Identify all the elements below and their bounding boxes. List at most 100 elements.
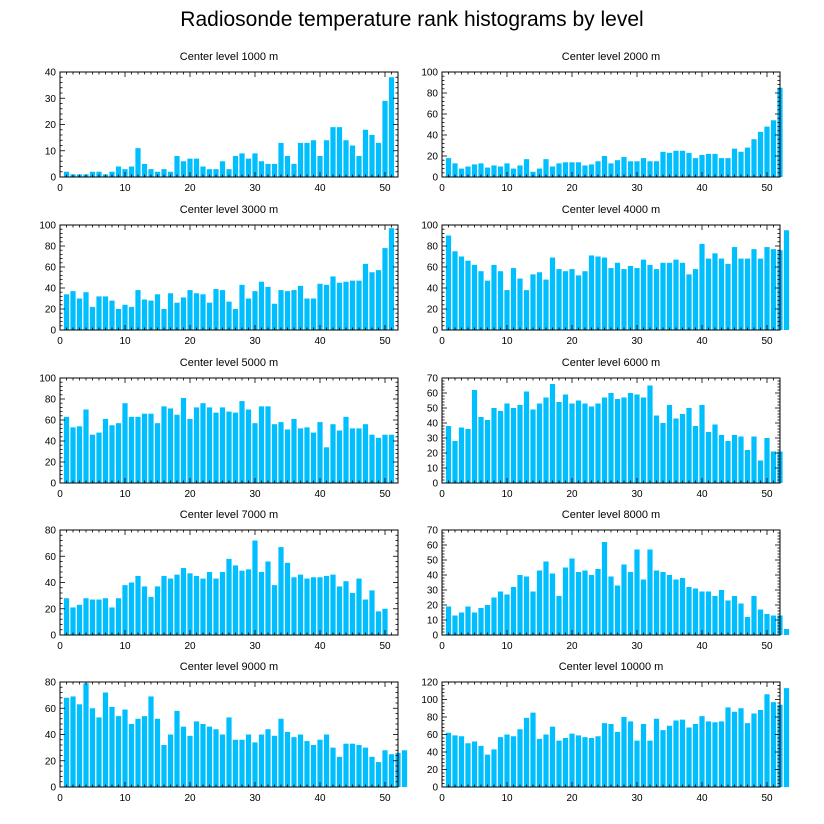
histogram-bar <box>517 729 523 787</box>
histogram-bar <box>666 262 673 330</box>
y-tick-label: 60 <box>427 541 439 552</box>
histogram-bar <box>200 294 206 330</box>
y-tick-label: 10 <box>427 616 439 627</box>
histogram-bar <box>388 77 395 177</box>
histogram-panel: Center level 7000 m 0 10 20 30 40 50 0 20 40 60 80 <box>45 509 399 652</box>
histogram-bar <box>148 300 154 330</box>
y-tick-label: 60 <box>45 416 57 427</box>
x-tick-label: 20 <box>566 336 578 347</box>
histogram-bar <box>180 568 187 635</box>
histogram-bar <box>751 139 757 177</box>
histogram-bar <box>304 427 310 483</box>
histogram-bar <box>349 593 356 635</box>
histogram-bar <box>562 567 569 635</box>
histogram-bar <box>478 608 484 635</box>
histogram-bar <box>608 576 614 635</box>
x-tick-label: 40 <box>314 641 326 652</box>
histogram-bar <box>122 304 128 330</box>
histogram-bar <box>647 740 653 788</box>
histogram-bar <box>102 692 109 787</box>
histogram-bar <box>161 575 167 635</box>
histogram-bar <box>252 540 258 635</box>
histogram-bar <box>614 399 621 483</box>
histogram-bar <box>536 570 543 635</box>
histogram-bar <box>63 598 70 635</box>
histogram-bar <box>764 438 770 483</box>
histogram-bar <box>582 403 588 483</box>
histogram-bar <box>375 611 382 636</box>
histogram-bar <box>640 397 647 483</box>
histogram-bar <box>382 434 388 483</box>
histogram-bar <box>536 272 543 330</box>
histogram-bar <box>673 720 679 787</box>
histogram-bar <box>484 280 491 330</box>
x-tick-label: 20 <box>184 793 196 804</box>
histogram-bar <box>686 274 692 330</box>
x-tick-label: 10 <box>501 641 513 652</box>
histogram-bar <box>265 561 271 635</box>
histogram-bar <box>751 249 757 330</box>
histogram-bar <box>323 284 330 330</box>
y-tick-label: 30 <box>45 94 57 105</box>
y-tick-label: 20 <box>427 305 439 316</box>
histogram-bar <box>135 416 141 483</box>
histogram-bar <box>271 303 278 330</box>
histogram-bar <box>556 163 562 177</box>
histogram-bar <box>388 754 395 787</box>
x-tick-label: 0 <box>57 183 63 194</box>
histogram-bar <box>206 572 213 635</box>
histogram-bar <box>497 411 504 483</box>
histogram-bar <box>96 432 102 483</box>
histogram-panel: Center level 2000 m 0 10 20 30 40 50 0 20 40 60 80 1… <box>421 51 783 194</box>
histogram-bar <box>471 612 478 635</box>
histogram-bar <box>653 718 660 787</box>
histogram-bar <box>258 734 265 787</box>
histogram-bar <box>452 163 458 177</box>
histogram-bar <box>252 291 258 330</box>
histogram-bar <box>705 721 712 788</box>
histogram-bar <box>556 402 562 483</box>
histogram-panel: Center level 10000 m 0 10 20 30 40 50 0 20 40 60 80… <box>421 661 790 804</box>
histogram-bar <box>375 270 382 330</box>
y-tick-label: 40 <box>45 284 57 295</box>
histogram-bar <box>452 615 458 635</box>
histogram-bar <box>154 171 161 177</box>
histogram-bar <box>193 575 200 635</box>
histogram-bar <box>284 291 291 330</box>
histogram-bar <box>484 605 491 635</box>
histogram-bar <box>549 726 556 788</box>
histogram-bar <box>640 579 647 635</box>
histogram-bar <box>478 745 484 788</box>
x-tick-label: 50 <box>379 641 391 652</box>
histogram-bar <box>122 403 128 483</box>
histogram-bar <box>310 140 317 177</box>
histogram-bar <box>219 290 226 330</box>
histogram-bar <box>135 718 141 787</box>
histogram-bar <box>562 394 569 483</box>
x-tick-label: 40 <box>696 336 708 347</box>
histogram-bar <box>245 298 252 330</box>
histogram-bar <box>491 597 497 635</box>
histogram-bar <box>673 418 679 483</box>
x-tick-label: 0 <box>57 793 63 804</box>
histogram-bar <box>699 243 705 330</box>
histogram-bar <box>614 585 621 635</box>
figure-title: Radiosonde temperature rank histograms b… <box>180 8 644 31</box>
histogram-bar <box>751 436 757 483</box>
histogram-bar <box>258 161 265 177</box>
histogram-bar <box>161 406 167 483</box>
histogram-bar <box>712 722 718 787</box>
histogram-bar <box>343 416 349 483</box>
histogram-bar <box>369 272 375 330</box>
histogram-bar <box>226 558 232 636</box>
histogram-bar <box>252 423 258 483</box>
x-tick-label: 10 <box>501 183 513 194</box>
histogram-bar <box>517 165 523 177</box>
histogram-bar <box>180 726 187 788</box>
histogram-bar <box>297 574 304 636</box>
histogram-bar <box>556 596 562 635</box>
histogram-bar <box>504 403 510 483</box>
histogram-bar <box>731 247 738 330</box>
histogram-bar <box>232 565 239 635</box>
histogram-bar <box>634 394 640 483</box>
